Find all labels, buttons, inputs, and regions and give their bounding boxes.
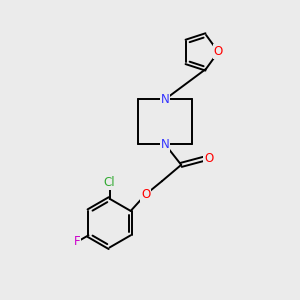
- Text: Cl: Cl: [104, 176, 116, 189]
- Text: O: O: [214, 45, 223, 58]
- Text: O: O: [204, 152, 214, 165]
- Text: N: N: [160, 138, 169, 151]
- Text: F: F: [74, 236, 80, 248]
- Text: N: N: [160, 93, 169, 106]
- Text: O: O: [141, 188, 150, 201]
